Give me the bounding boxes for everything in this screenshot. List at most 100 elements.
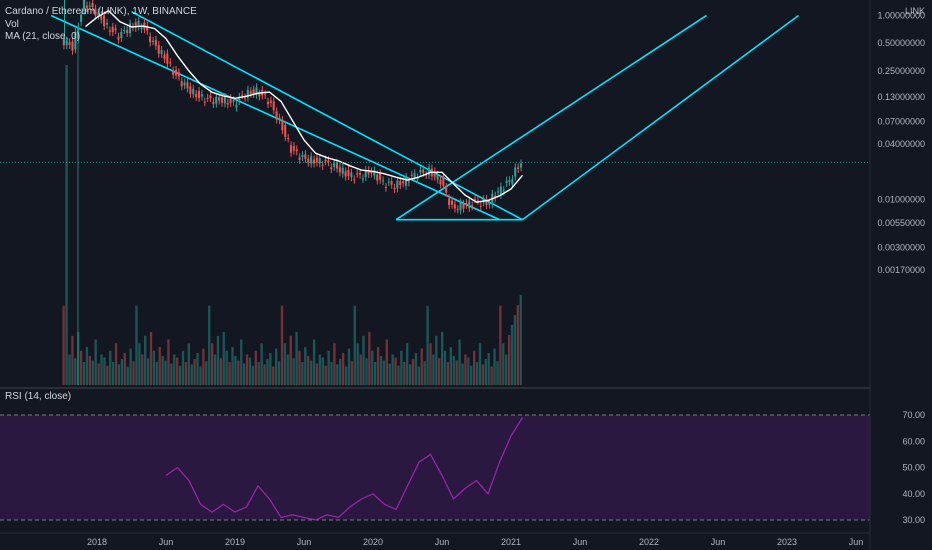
price-badge: 0.0252303623:45:08 bbox=[0, 155, 930, 182]
candle-body bbox=[203, 101, 206, 103]
time-tick-label-7: Jun bbox=[573, 537, 588, 547]
time-tick-label-6: 2021 bbox=[501, 537, 521, 547]
candle-body bbox=[180, 81, 183, 87]
candle-body bbox=[387, 181, 390, 183]
candle-body bbox=[65, 40, 68, 46]
price-tick-label-12: 0.00550000 bbox=[877, 218, 925, 228]
volume-bar bbox=[347, 348, 351, 385]
candle-body bbox=[425, 174, 428, 176]
candle-body bbox=[442, 176, 445, 186]
volume-bar bbox=[173, 354, 176, 385]
candle-body bbox=[77, 26, 80, 40]
candle-body bbox=[172, 70, 175, 75]
volume-bar bbox=[219, 358, 223, 385]
volume-bar bbox=[85, 347, 89, 385]
volume-bar bbox=[289, 335, 292, 385]
candle-body bbox=[465, 202, 468, 205]
volume-bar bbox=[190, 364, 193, 385]
volume-bar bbox=[141, 354, 144, 385]
volume-bar bbox=[97, 363, 100, 385]
volume-bar bbox=[199, 366, 202, 385]
volume-bar bbox=[420, 348, 423, 385]
volume-bar bbox=[277, 361, 281, 385]
volume-bar bbox=[397, 365, 400, 385]
volume-bar bbox=[266, 359, 269, 385]
candle-body bbox=[243, 97, 246, 99]
volume-bar bbox=[507, 335, 511, 385]
volume-bar bbox=[144, 335, 147, 385]
volume-bar bbox=[138, 343, 141, 385]
candle-body bbox=[120, 31, 123, 38]
symbol-legend[interactable]: Cardano / Ethereum (LINK), 1W, BINANCE bbox=[5, 6, 197, 17]
volume-bar bbox=[417, 366, 421, 385]
volume-bar bbox=[440, 332, 444, 385]
volume-bar bbox=[228, 362, 231, 385]
price-axis-bg bbox=[870, 0, 932, 550]
candle-body bbox=[97, 12, 100, 16]
volume-bar bbox=[132, 361, 135, 385]
volume-bar bbox=[237, 360, 240, 385]
volume-bar bbox=[403, 362, 406, 385]
price-tick-label-9: 0.07000000 bbox=[877, 117, 925, 127]
price-axis[interactable]: 1.00000000 0.50000000 0.25000000 0.13000000… bbox=[869, 0, 932, 550]
volume-bar bbox=[240, 339, 243, 385]
volume-bar bbox=[79, 350, 83, 385]
candle-body bbox=[223, 96, 226, 104]
volume-bar bbox=[446, 362, 450, 385]
candle-body bbox=[410, 174, 413, 177]
volume-bar bbox=[68, 354, 71, 385]
candle-body bbox=[370, 171, 373, 174]
candle-body bbox=[103, 15, 106, 26]
candle-body bbox=[146, 25, 149, 31]
time-tick-label-10: 2023 bbox=[777, 537, 797, 547]
candle-body bbox=[445, 187, 448, 193]
candle-body bbox=[462, 203, 465, 209]
volume-bar bbox=[330, 362, 333, 385]
volume-bar bbox=[356, 343, 359, 385]
volume-bar bbox=[365, 358, 368, 385]
ma-legend[interactable]: MA (21, close, 0) bbox=[5, 31, 81, 42]
volume-bar bbox=[222, 332, 225, 385]
time-tick-label-11: Jun bbox=[849, 537, 864, 547]
volume-bar bbox=[490, 366, 493, 385]
ma-line bbox=[85, 9, 524, 203]
candle-body bbox=[241, 94, 244, 96]
candle-body bbox=[74, 32, 77, 50]
candle-body bbox=[327, 160, 330, 163]
volume-bar bbox=[344, 366, 348, 385]
volume-bar bbox=[385, 339, 388, 385]
candle-body bbox=[186, 82, 189, 89]
volume-bar bbox=[275, 348, 278, 385]
volume-bar bbox=[473, 350, 476, 385]
candle-body bbox=[117, 36, 120, 40]
candle-body bbox=[252, 89, 255, 95]
rsi-band-fill bbox=[0, 415, 870, 520]
volume-bar bbox=[164, 360, 167, 385]
volume-bar bbox=[100, 354, 103, 385]
volume-legend[interactable]: Vol bbox=[5, 19, 19, 30]
volume-bar bbox=[202, 348, 205, 385]
volume-bar bbox=[91, 360, 94, 385]
candle-body bbox=[376, 174, 379, 181]
volume-bar bbox=[414, 353, 418, 385]
candle-body bbox=[422, 169, 425, 173]
volume-bar bbox=[513, 315, 517, 385]
volume-bar bbox=[234, 356, 237, 385]
candle-body bbox=[215, 96, 218, 104]
volume-bar bbox=[333, 343, 336, 385]
volume-bar bbox=[438, 358, 441, 385]
candle-body bbox=[166, 53, 169, 64]
price-tick-label-8: 0.13000000 bbox=[877, 92, 925, 102]
volume-bar bbox=[205, 361, 208, 385]
trend-line bbox=[131, 10, 523, 221]
candle-body bbox=[264, 94, 267, 96]
volume-bar bbox=[65, 65, 68, 385]
rsi-legend[interactable]: RSI (14, close) bbox=[5, 391, 72, 402]
trend-line bbox=[522, 14, 799, 221]
candle-body bbox=[249, 91, 252, 94]
volume-bar bbox=[464, 354, 467, 385]
price-series bbox=[62, 0, 524, 385]
candle-body bbox=[126, 30, 129, 33]
candle-body bbox=[315, 157, 318, 163]
